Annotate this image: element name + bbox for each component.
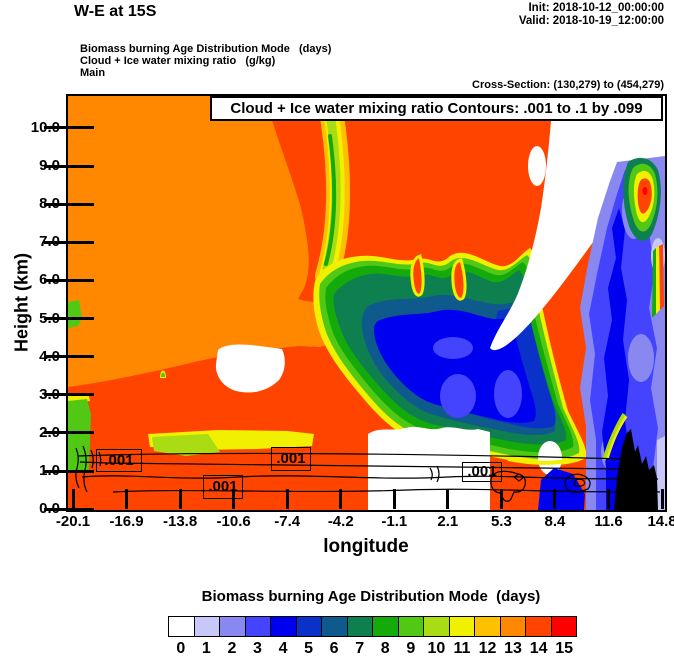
x-tick-mark [232,489,236,509]
y-tick-label: 4.0 [39,347,60,365]
colorbar-swatch-11 [448,616,475,637]
x-tick-label: -16.9 [109,513,144,530]
x-tick-label: -1.1 [381,513,408,530]
x-tick-mark [285,489,289,509]
x-tick-mark [392,489,396,509]
y-tick-label: 1.0 [39,462,60,480]
y-tick-mark [44,240,94,244]
colorbar-tick-label: 12 [478,640,497,657]
subtitle-domain: Main [80,67,106,79]
colorbar-tick-label: 6 [329,640,339,657]
x-tick-mark [339,489,343,509]
colorbar-tick-label: 15 [555,640,574,657]
x-tick-mark [499,489,503,509]
colorbar-tick-label: 5 [304,640,314,657]
filled-contours [68,96,665,510]
colorbar-tick-label: 4 [278,640,288,657]
colorbar-tick-label: 3 [253,640,262,657]
valid-timestamp: Valid: 2018-10-19_12:00:00 [518,15,664,27]
colorbar-title: Biomass burning Age Distribution Mode (d… [201,588,541,605]
colorbar-swatch-14 [525,616,552,637]
y-tick-label: 9.0 [39,157,60,175]
x-tick-mark [71,489,75,509]
y-tick-label: 10.0 [30,118,60,136]
y-tick-mark [44,164,94,168]
colorbar-swatch-13 [499,616,526,637]
y-tick-mark [44,317,94,321]
y-tick-label: 5.0 [39,309,60,327]
colorbar-swatch-9 [397,616,424,637]
cross-section-plot: Cloud + Ice water mixing ratio Contours:… [66,94,667,512]
colorbar-tick-label: 8 [380,640,390,657]
subtitle-fill-variable: Biomass burning Age Distribution Mode (d… [80,43,332,55]
x-tick-label: -13.8 [162,513,198,530]
y-tick-label: 8.0 [39,195,60,213]
y-tick-mark [44,355,94,359]
x-tick-mark [553,489,557,509]
colorbar-swatch-2 [219,616,246,637]
colorbar-tick-label: 13 [504,640,522,657]
y-tick-mark [44,507,94,511]
y-tick-label: 7.0 [39,233,60,251]
plot-main-title: W-E at 15S [74,3,157,20]
subtitle-contour-variable: Cloud + Ice water mixing ratio (g/kg) [80,55,276,67]
y-tick-mark [44,278,94,282]
x-tick-mark [125,489,129,509]
x-tick-label: -7.4 [274,513,301,530]
colorbar-swatch-15 [550,616,577,637]
y-tick-mark [44,126,94,130]
x-tick-label: 5.3 [490,513,512,530]
y-tick-mark [44,469,94,473]
contour-value-label: .001 [271,447,311,471]
x-tick-label: 11.6 [594,513,623,530]
init-timestamp: Init: 2018-10-12_00:00:00 [528,2,664,14]
colorbar-tick-label: 9 [406,640,416,657]
colorbar-swatch-12 [474,616,501,637]
x-axis-title: longitude [323,536,409,557]
colorbar-swatch-3 [244,616,271,637]
y-tick-mark [44,431,94,435]
y-tick-label: 6.0 [39,271,60,289]
colorbar-tick-label: 7 [355,640,365,657]
x-tick-label: 8.4 [544,513,566,530]
x-tick-mark [660,489,664,509]
x-tick-mark [446,489,450,509]
contour-value-label: .001 [96,449,142,472]
x-tick-label: 14.8 [647,513,674,530]
colorbar-tick-label: 10 [427,640,446,657]
y-tick-label: 0.0 [39,500,60,518]
contour-info-title: Cloud + Ice water mixing ratio Contours:… [210,96,663,121]
colorbar-tick-label: 11 [453,640,471,657]
x-tick-label: -4.2 [327,513,354,530]
colorbar-swatch-6 [321,616,348,637]
colorbar-swatch-7 [346,616,373,637]
colorbar [168,616,577,637]
x-tick-mark [178,489,182,509]
contour-value-label: .001 [203,475,243,499]
y-tick-label: 2.0 [39,423,60,441]
contour-field-svg [68,96,665,510]
colorbar-swatch-5 [295,616,322,637]
colorbar-tick-label: 14 [529,640,548,657]
cross-section-coords: Cross-Section: (130,279) to (454,279) [472,79,664,91]
colorbar-swatch-1 [193,616,220,637]
colorbar-swatch-10 [423,616,450,637]
y-tick-mark [44,393,94,397]
colorbar-swatch-8 [372,616,399,637]
contour-value-label: .001 [462,462,502,482]
x-tick-mark [607,489,610,509]
x-tick-label: -20.1 [55,513,91,530]
y-tick-mark [44,202,94,206]
x-tick-label: -10.6 [216,513,251,530]
colorbar-swatch-0 [168,616,195,637]
y-tick-label: 3.0 [39,385,60,403]
colorbar-tick-label: 1 [201,640,211,657]
colorbar-swatch-4 [270,616,297,637]
x-tick-label: 2.1 [437,513,459,530]
colorbar-tick-label: 2 [227,640,237,657]
colorbar-tick-label: 0 [176,640,186,657]
